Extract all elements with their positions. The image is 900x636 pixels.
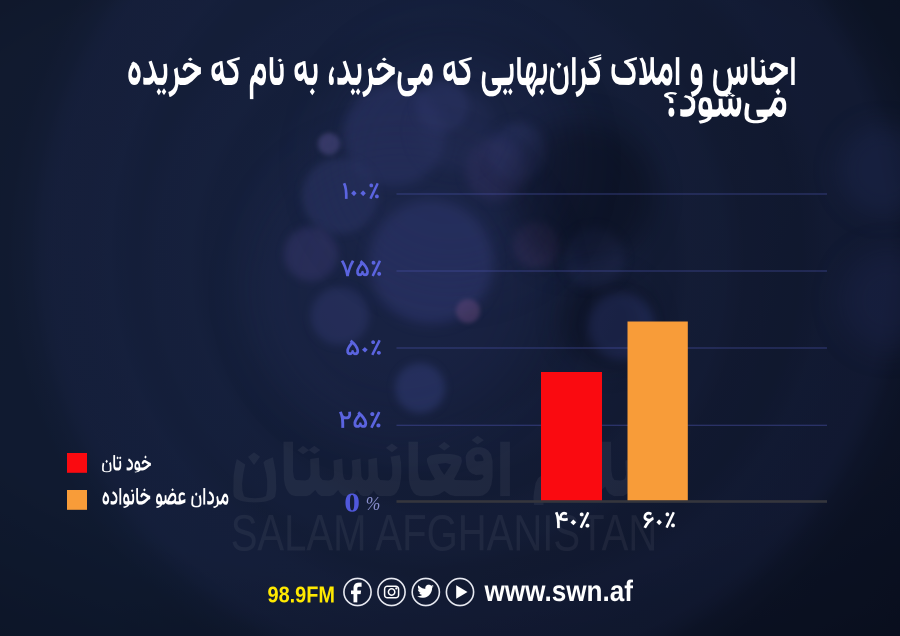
svg-text:0: 0 <box>344 487 360 517</box>
svg-text:SALAM AFGHANISTAN: SALAM AFGHANISTAN <box>231 505 658 562</box>
svg-text:98.9FM: 98.9FM <box>268 582 336 608</box>
svg-text:www.swn.af: www.swn.af <box>484 575 634 608</box>
svg-text:%: % <box>366 493 381 515</box>
